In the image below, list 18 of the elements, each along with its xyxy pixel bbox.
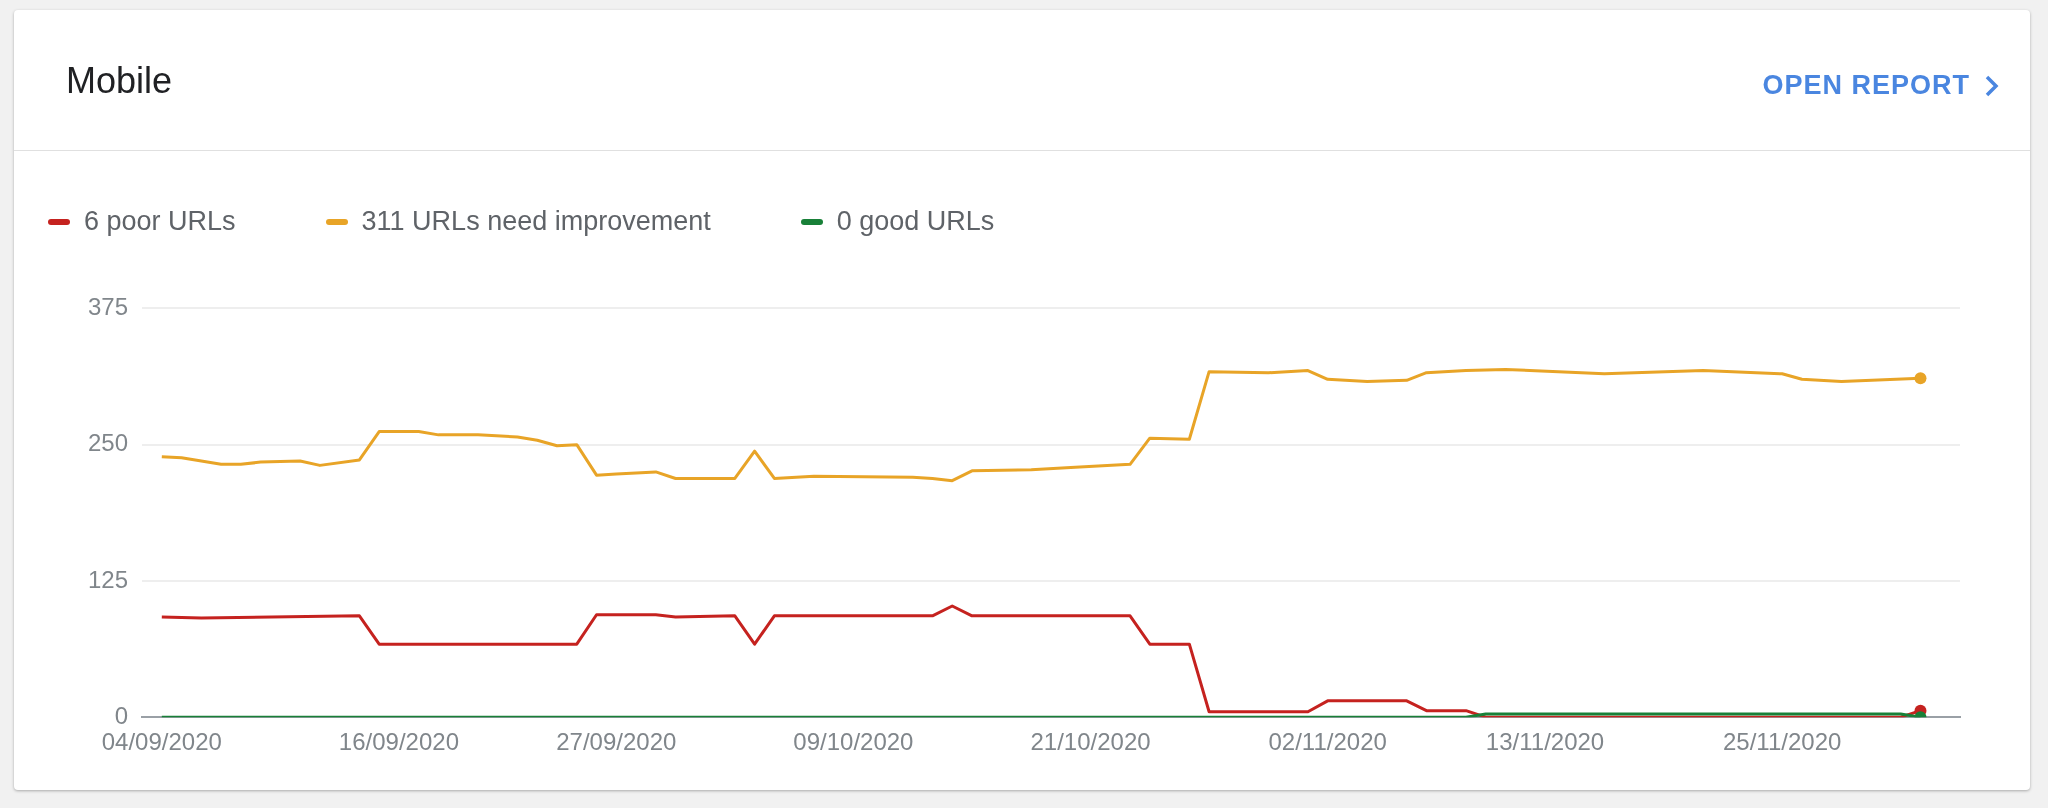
legend-label: 0 good URLs — [836, 206, 995, 237]
x-tick-label: 04/09/2020 — [101, 728, 222, 756]
legend-label: 6 poor URLs — [84, 206, 236, 237]
x-tick-label: 25/11/2020 — [1722, 728, 1842, 756]
y-tick-label: 250 — [88, 429, 129, 457]
x-tick-label: 27/09/2020 — [556, 728, 677, 756]
x-tick-label: 13/11/2020 — [1485, 728, 1605, 756]
y-tick-label: 125 — [88, 565, 129, 593]
chart-title: Mobile — [66, 60, 173, 102]
x-tick-label: 09/10/2020 — [793, 728, 914, 756]
x-tick-label: 02/11/2020 — [1268, 728, 1387, 756]
x-tick-label: 21/10/2020 — [1030, 728, 1151, 756]
legend-label: 311 URLs need improvement — [361, 206, 711, 237]
x-tick-label: 16/09/2020 — [338, 728, 459, 756]
y-tick-label: 375 — [88, 293, 129, 321]
y-tick-label: 0 — [114, 701, 129, 729]
point — [1914, 372, 1927, 385]
text: OPEN REPORT — [1762, 70, 1970, 101]
